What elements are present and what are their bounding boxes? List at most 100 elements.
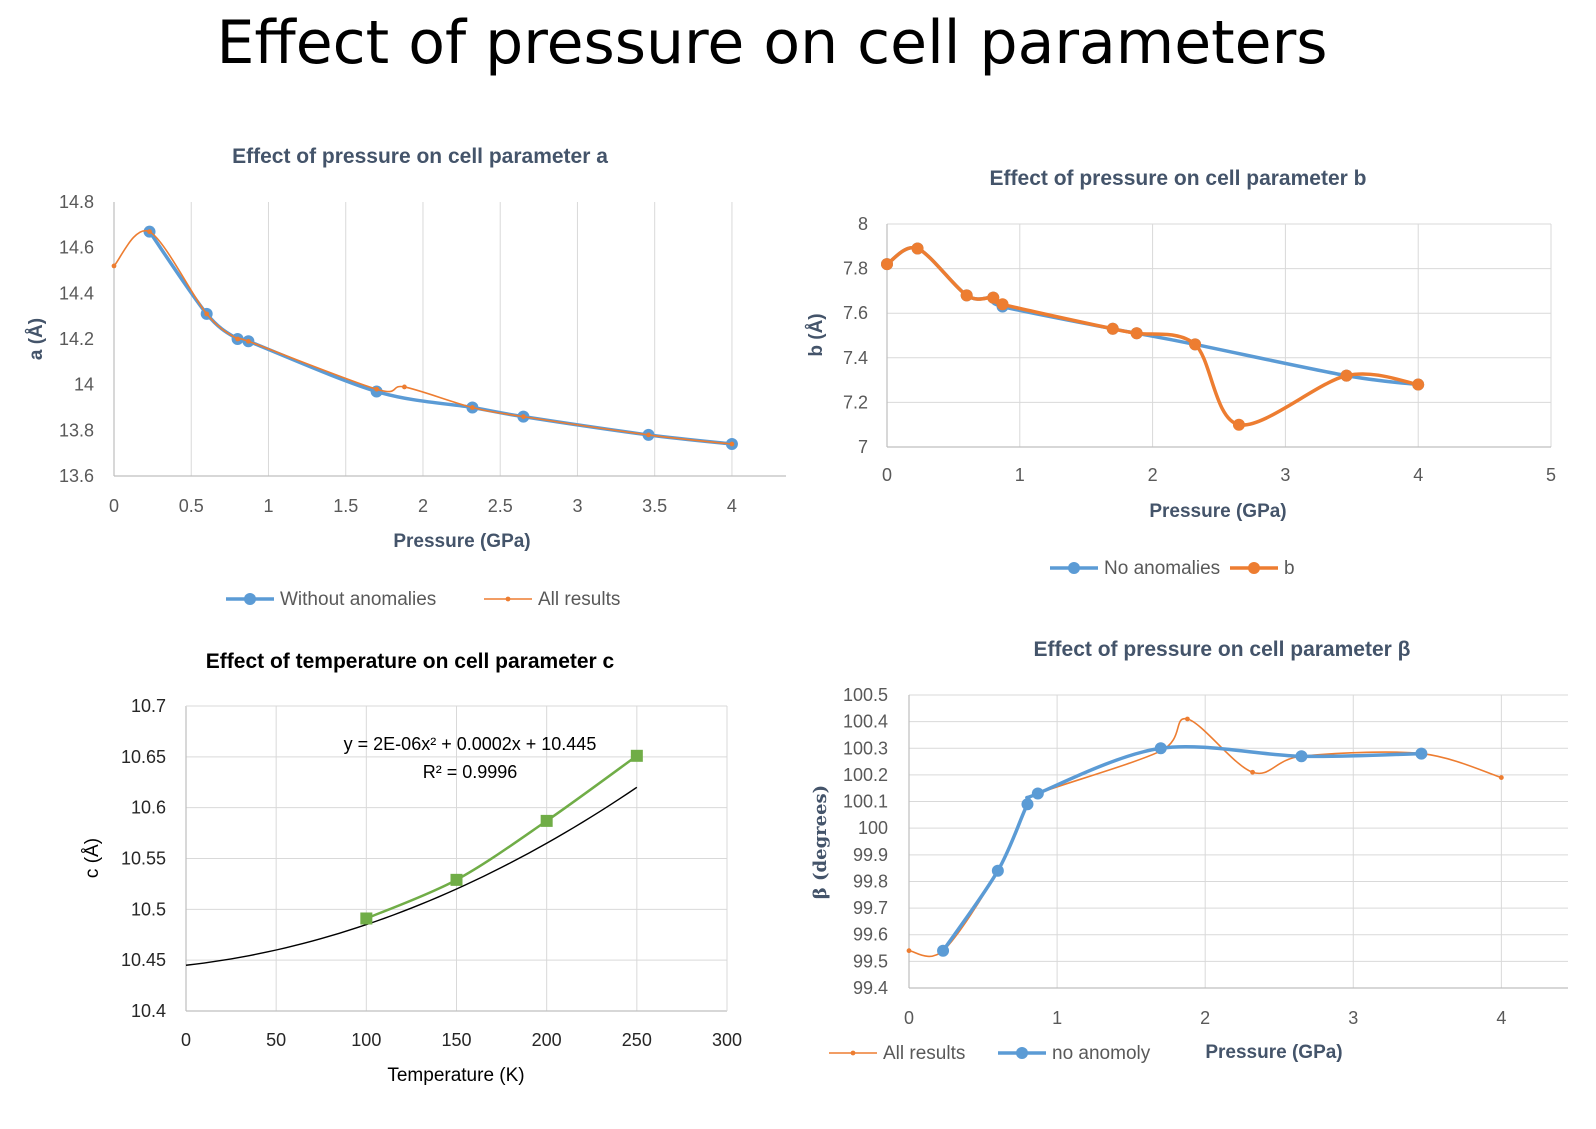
series-without-anomalies	[143, 225, 738, 451]
x-tick-label: 4	[727, 496, 737, 516]
y-tick-label: 10.5	[131, 899, 166, 919]
x-tick-label: 100	[351, 1030, 381, 1050]
y-tick-label: 100.2	[843, 765, 888, 785]
y-axis-label: c (Å)	[82, 838, 103, 878]
data-point	[960, 289, 973, 302]
series-line	[365, 754, 638, 920]
legend-item: All results	[484, 589, 620, 610]
x-tick-label: 2	[418, 496, 428, 516]
legend-item: No anomalies	[1050, 558, 1220, 579]
y-tick-label: 14.2	[59, 329, 94, 349]
data-point	[906, 948, 912, 954]
data-point	[246, 338, 251, 344]
data-point	[374, 386, 380, 392]
x-tick-label: 1	[1052, 1008, 1062, 1028]
x-tick-label: 3	[572, 496, 582, 516]
legend-item: b	[1230, 558, 1295, 579]
data-point	[1415, 747, 1428, 760]
x-tick-label: 1	[263, 496, 273, 516]
legend-label: No anomalies	[1104, 558, 1220, 579]
y-axis-label: β (degrees)	[810, 785, 831, 899]
data-point	[911, 242, 924, 255]
data-point	[987, 291, 1000, 304]
data-point	[630, 749, 643, 762]
y-tick-label: 100	[858, 818, 888, 838]
data-point	[1412, 378, 1425, 391]
data-point	[520, 414, 526, 420]
x-tick-label: 3	[1280, 465, 1290, 485]
chart-title: Effect of pressure on cell parameter β	[1034, 638, 1411, 661]
legend: Without anomalies All results	[226, 589, 620, 610]
gridlines	[909, 694, 1568, 988]
y-tick-label: 14.8	[59, 192, 94, 212]
y-axis-label: b (Å)	[806, 313, 827, 356]
data-point	[1021, 798, 1034, 811]
x-tick-label: 300	[712, 1030, 742, 1050]
chart-a: Effect of pressure on cell parameter a 0 0…	[26, 145, 786, 610]
data-point	[204, 311, 210, 317]
x-tick-label: 200	[532, 1030, 562, 1050]
y-tick-label: 14.6	[59, 238, 94, 258]
chart-title: Effect of pressure on cell parameter b	[990, 167, 1367, 190]
y-tick-label: 10.4	[131, 1001, 166, 1021]
series-no-anomoly	[937, 742, 1428, 957]
page-title: Effect of pressure on cell parameters	[216, 8, 1328, 78]
data-point	[729, 441, 735, 447]
data-point	[646, 432, 651, 438]
legend-item: no anomoly	[998, 1043, 1151, 1064]
series-line	[885, 245, 1419, 427]
x-tick-label: 4	[1496, 1008, 1506, 1028]
data-point	[470, 405, 475, 410]
data-point	[1340, 369, 1353, 382]
y-tick-label: 10.6	[131, 798, 166, 818]
chart-title: Effect of temperature on cell parameter …	[206, 650, 615, 673]
data-point	[540, 814, 553, 827]
y-tick-label: 99.4	[853, 978, 888, 998]
y-tick-label: 14	[74, 375, 94, 395]
y-tick-label: 7.8	[843, 259, 868, 279]
y-tick-label: 13.8	[59, 420, 94, 440]
legend-marker	[1248, 562, 1260, 574]
x-tick-label: 250	[622, 1030, 652, 1050]
data-point	[1185, 716, 1190, 722]
data-point	[1250, 769, 1255, 775]
x-tick-label: 50	[266, 1030, 286, 1050]
data-point	[1189, 338, 1202, 351]
series-b	[881, 242, 1425, 431]
x-tick-label: 0	[181, 1030, 191, 1050]
y-tick-label: 7.6	[843, 303, 868, 323]
y-tick-label: 13.6	[59, 466, 94, 486]
series-all-results	[111, 229, 735, 447]
y-tick-label: 7.4	[843, 348, 868, 368]
x-tick-label: 0.5	[179, 496, 204, 516]
y-tick-label: 8	[858, 214, 868, 234]
y-tick-label: 10.45	[121, 950, 166, 970]
data-point	[147, 229, 152, 235]
y-tick-label: 100.1	[843, 792, 888, 812]
x-tick-label: 1.5	[333, 496, 358, 516]
chart-b: Effect of pressure on cell parameter b 0 1…	[806, 167, 1556, 579]
y-tick-label: 99.5	[853, 951, 888, 971]
x-axis-label: Temperature (K)	[387, 1065, 524, 1086]
data-point	[1031, 787, 1044, 800]
y-tick-label: 14.4	[59, 283, 94, 303]
y-tick-label: 10.55	[121, 849, 166, 869]
data-point	[402, 384, 407, 390]
x-tick-label: 2	[1148, 465, 1158, 485]
x-tick-label: 3	[1348, 1008, 1358, 1028]
trendline	[185, 786, 638, 966]
legend-label: no anomoly	[1052, 1043, 1151, 1064]
data-point	[1295, 750, 1308, 763]
data-point	[360, 912, 373, 925]
series-line	[941, 744, 1422, 952]
legend-marker	[850, 1050, 856, 1056]
data-point	[996, 298, 1009, 311]
x-axis-label: Pressure (GPa)	[393, 531, 530, 552]
x-tick-label: 0	[109, 496, 119, 516]
x-tick-label: 150	[441, 1030, 471, 1050]
x-axis-label: Pressure (GPa)	[1149, 501, 1286, 522]
y-tick-label: 100.4	[843, 712, 888, 732]
x-tick-label: 4	[1413, 465, 1423, 485]
y-tick-label: 10.65	[121, 747, 166, 767]
legend-label: Without anomalies	[280, 589, 436, 610]
